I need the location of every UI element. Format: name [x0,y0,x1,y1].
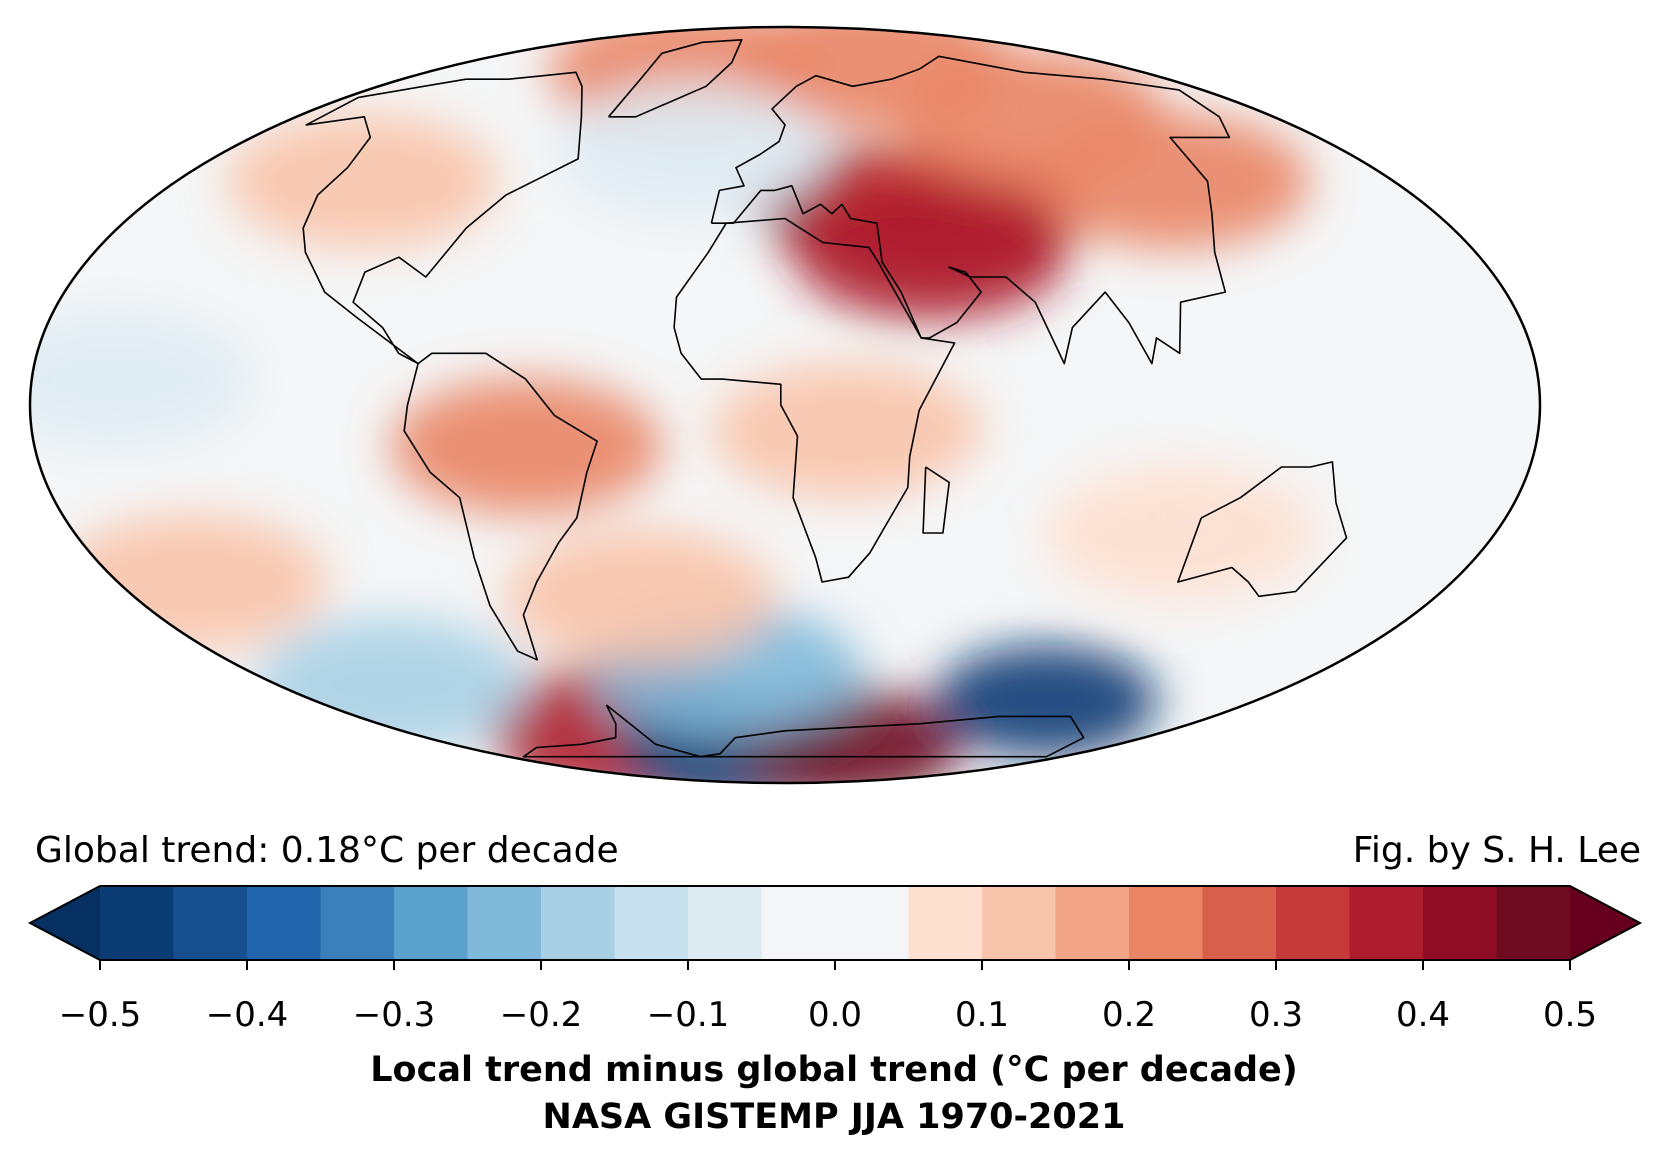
colorbar-segment [761,886,910,960]
colorbar-segment [394,886,469,960]
colorbar-segment [1276,886,1351,960]
colorbar-segment [908,886,983,960]
colorbar-tick-label: 0.0 [807,995,863,1035]
colorbar-under-arrow [30,886,100,960]
anomaly-region [254,617,527,754]
colorbar-tick-label: 0.5 [1542,995,1598,1035]
colorbar-segment [100,886,175,960]
colorbar-segment [320,886,395,960]
anomaly-region [1043,465,1316,601]
anomaly-region [56,514,328,650]
colorbar-tick-label: −0.3 [352,995,436,1035]
figure-credit: Fig. by S. H. Lee [1352,830,1641,871]
colorbar-segment [467,886,542,960]
anomaly-region [30,311,252,448]
colorbar-segment [982,886,1057,960]
colorbar-segment [173,886,248,960]
colorbar-label: Local trend minus global trend (°C per d… [370,1050,1298,1090]
map-svg [28,25,1542,785]
colorbar-segment [541,886,616,960]
colorbar-segment [1349,886,1424,960]
world-map [28,25,1542,785]
colorbar-segment [247,886,322,960]
anomaly-region [504,528,777,665]
colorbar-tick-label: −0.5 [58,995,142,1035]
colorbar-segment [688,886,763,960]
anomaly-region [226,113,499,250]
colorbar-over-arrow [1570,886,1640,960]
global-trend-note: Global trend: 0.18°C per decade [35,830,619,871]
anomaly-region [556,82,829,219]
globe-outline [28,25,1542,785]
colorbar-tick-label: 0.2 [1101,995,1157,1035]
coastlines [302,39,1348,758]
colorbar-tick-label: 0.1 [954,995,1010,1035]
anomaly-region [1037,113,1310,250]
colorbar [27,885,1643,970]
colorbar-segment [1129,886,1204,960]
anomaly-region [711,362,984,499]
colorbar-segment [1055,886,1130,960]
colorbar-segment [1423,886,1498,960]
anomaly-region [794,184,1067,321]
colorbar-tick-label: −0.2 [499,995,583,1035]
colorbar-tick-label: −0.1 [646,995,730,1035]
colorbar-tick-label: −0.4 [205,995,289,1035]
anomaly-region [390,378,663,515]
colorbar-tick-label: 0.3 [1248,995,1304,1035]
colorbar-segment [614,886,689,960]
colorbar-segment [1496,886,1571,960]
colorbar-sublabel: NASA GISTEMP JJA 1970-2021 [542,1097,1126,1137]
anomaly-region [933,645,1158,758]
colorbar-tick-label: 0.4 [1395,995,1451,1035]
colorbar-segment [1202,886,1277,960]
